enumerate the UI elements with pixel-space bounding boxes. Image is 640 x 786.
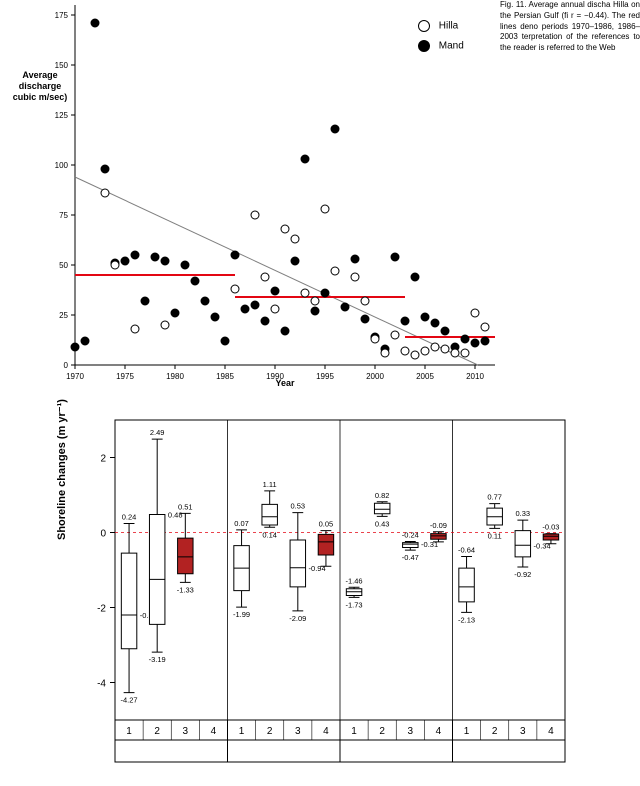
legend-mand-label: Mand <box>439 41 464 52</box>
svg-text:-3.19: -3.19 <box>149 655 166 664</box>
svg-text:-1.33: -1.33 <box>177 585 194 594</box>
svg-text:1: 1 <box>239 726 245 737</box>
svg-text:0.48: 0.48 <box>168 511 183 520</box>
svg-text:2.49: 2.49 <box>150 428 165 437</box>
svg-text:0.07: 0.07 <box>234 519 249 528</box>
svg-text:2: 2 <box>100 454 106 465</box>
svg-text:-0.24: -0.24 <box>402 531 419 540</box>
svg-text:150: 150 <box>55 61 69 70</box>
page: Fig. 11. Average annual discha Hilla on … <box>0 0 640 786</box>
boxplot-svg: -4-2020.24-0.55-4.272.490.48-3.190.51-1.… <box>80 415 580 775</box>
svg-text:3: 3 <box>408 726 414 737</box>
svg-text:0.77: 0.77 <box>487 493 502 502</box>
svg-text:0.11: 0.11 <box>488 531 502 540</box>
svg-text:3: 3 <box>520 726 526 737</box>
mand-marker-icon <box>418 40 430 52</box>
svg-text:-2.13: -2.13 <box>458 615 475 624</box>
svg-text:2: 2 <box>492 726 498 737</box>
svg-text:-0.09: -0.09 <box>430 521 447 530</box>
svg-text:75: 75 <box>59 211 68 220</box>
svg-text:0: 0 <box>64 361 69 370</box>
svg-text:0: 0 <box>100 529 106 540</box>
svg-text:-0.94: -0.94 <box>309 564 326 573</box>
scatter-chart: Average discharge cubic m/sec) 0 25 50 75 10… <box>0 0 640 400</box>
svg-text:-1.46: -1.46 <box>346 576 363 585</box>
boxplot-chart: -4-2020.24-0.55-4.272.490.48-3.190.51-1.… <box>80 415 580 775</box>
svg-text:1: 1 <box>351 726 357 737</box>
svg-text:-0.34: -0.34 <box>534 541 551 550</box>
scatter-svg: 0255075100125150175197019751980198519901… <box>0 0 640 395</box>
legend-hilla: Hilla <box>418 20 458 32</box>
ylab-1: Average <box>22 70 57 80</box>
svg-text:4: 4 <box>436 726 442 737</box>
scatter-xlabel: Year <box>75 378 495 388</box>
scatter-ylabel: Average discharge cubic m/sec) <box>10 70 70 102</box>
svg-text:-4.27: -4.27 <box>121 696 138 705</box>
hilla-marker-icon <box>418 20 430 32</box>
svg-text:-0.64: -0.64 <box>458 546 475 555</box>
svg-text:2: 2 <box>267 726 273 737</box>
svg-text:-1.99: -1.99 <box>233 610 250 619</box>
svg-text:3: 3 <box>295 726 301 737</box>
svg-text:-4: -4 <box>97 679 106 690</box>
svg-text:0.33: 0.33 <box>516 509 531 518</box>
legend-hilla-label: Hilla <box>439 21 458 32</box>
svg-text:4: 4 <box>548 726 554 737</box>
svg-text:25: 25 <box>59 311 68 320</box>
svg-text:100: 100 <box>55 161 69 170</box>
svg-text:-0.47: -0.47 <box>402 553 419 562</box>
svg-text:-0.03: -0.03 <box>542 523 559 532</box>
svg-text:-1.73: -1.73 <box>346 600 363 609</box>
svg-text:-2.09: -2.09 <box>289 614 306 623</box>
svg-text:-2: -2 <box>97 604 106 615</box>
ylab-3: cubic m/sec) <box>13 92 68 102</box>
legend-mand: Mand <box>418 40 464 52</box>
svg-text:0.43: 0.43 <box>375 519 390 528</box>
svg-text:1.11: 1.11 <box>263 480 277 489</box>
svg-text:2: 2 <box>154 726 160 737</box>
svg-text:0.82: 0.82 <box>375 491 390 500</box>
svg-text:3: 3 <box>183 726 189 737</box>
svg-text:0.53: 0.53 <box>291 502 306 511</box>
svg-text:0.14: 0.14 <box>262 530 277 539</box>
svg-text:175: 175 <box>55 11 69 20</box>
svg-text:0.51: 0.51 <box>178 502 193 511</box>
svg-text:0.05: 0.05 <box>319 520 334 529</box>
svg-text:2: 2 <box>379 726 385 737</box>
svg-text:4: 4 <box>211 726 217 737</box>
svg-text:0.24: 0.24 <box>122 513 137 522</box>
svg-text:-0.92: -0.92 <box>514 570 531 579</box>
boxplot-ylabel: Shoreline changes (m yr⁻¹) <box>55 399 68 540</box>
svg-text:1: 1 <box>464 726 470 737</box>
ylab-2: discharge <box>19 81 62 91</box>
svg-text:1: 1 <box>126 726 132 737</box>
svg-text:4: 4 <box>323 726 329 737</box>
svg-text:50: 50 <box>59 261 68 270</box>
svg-text:125: 125 <box>55 111 69 120</box>
